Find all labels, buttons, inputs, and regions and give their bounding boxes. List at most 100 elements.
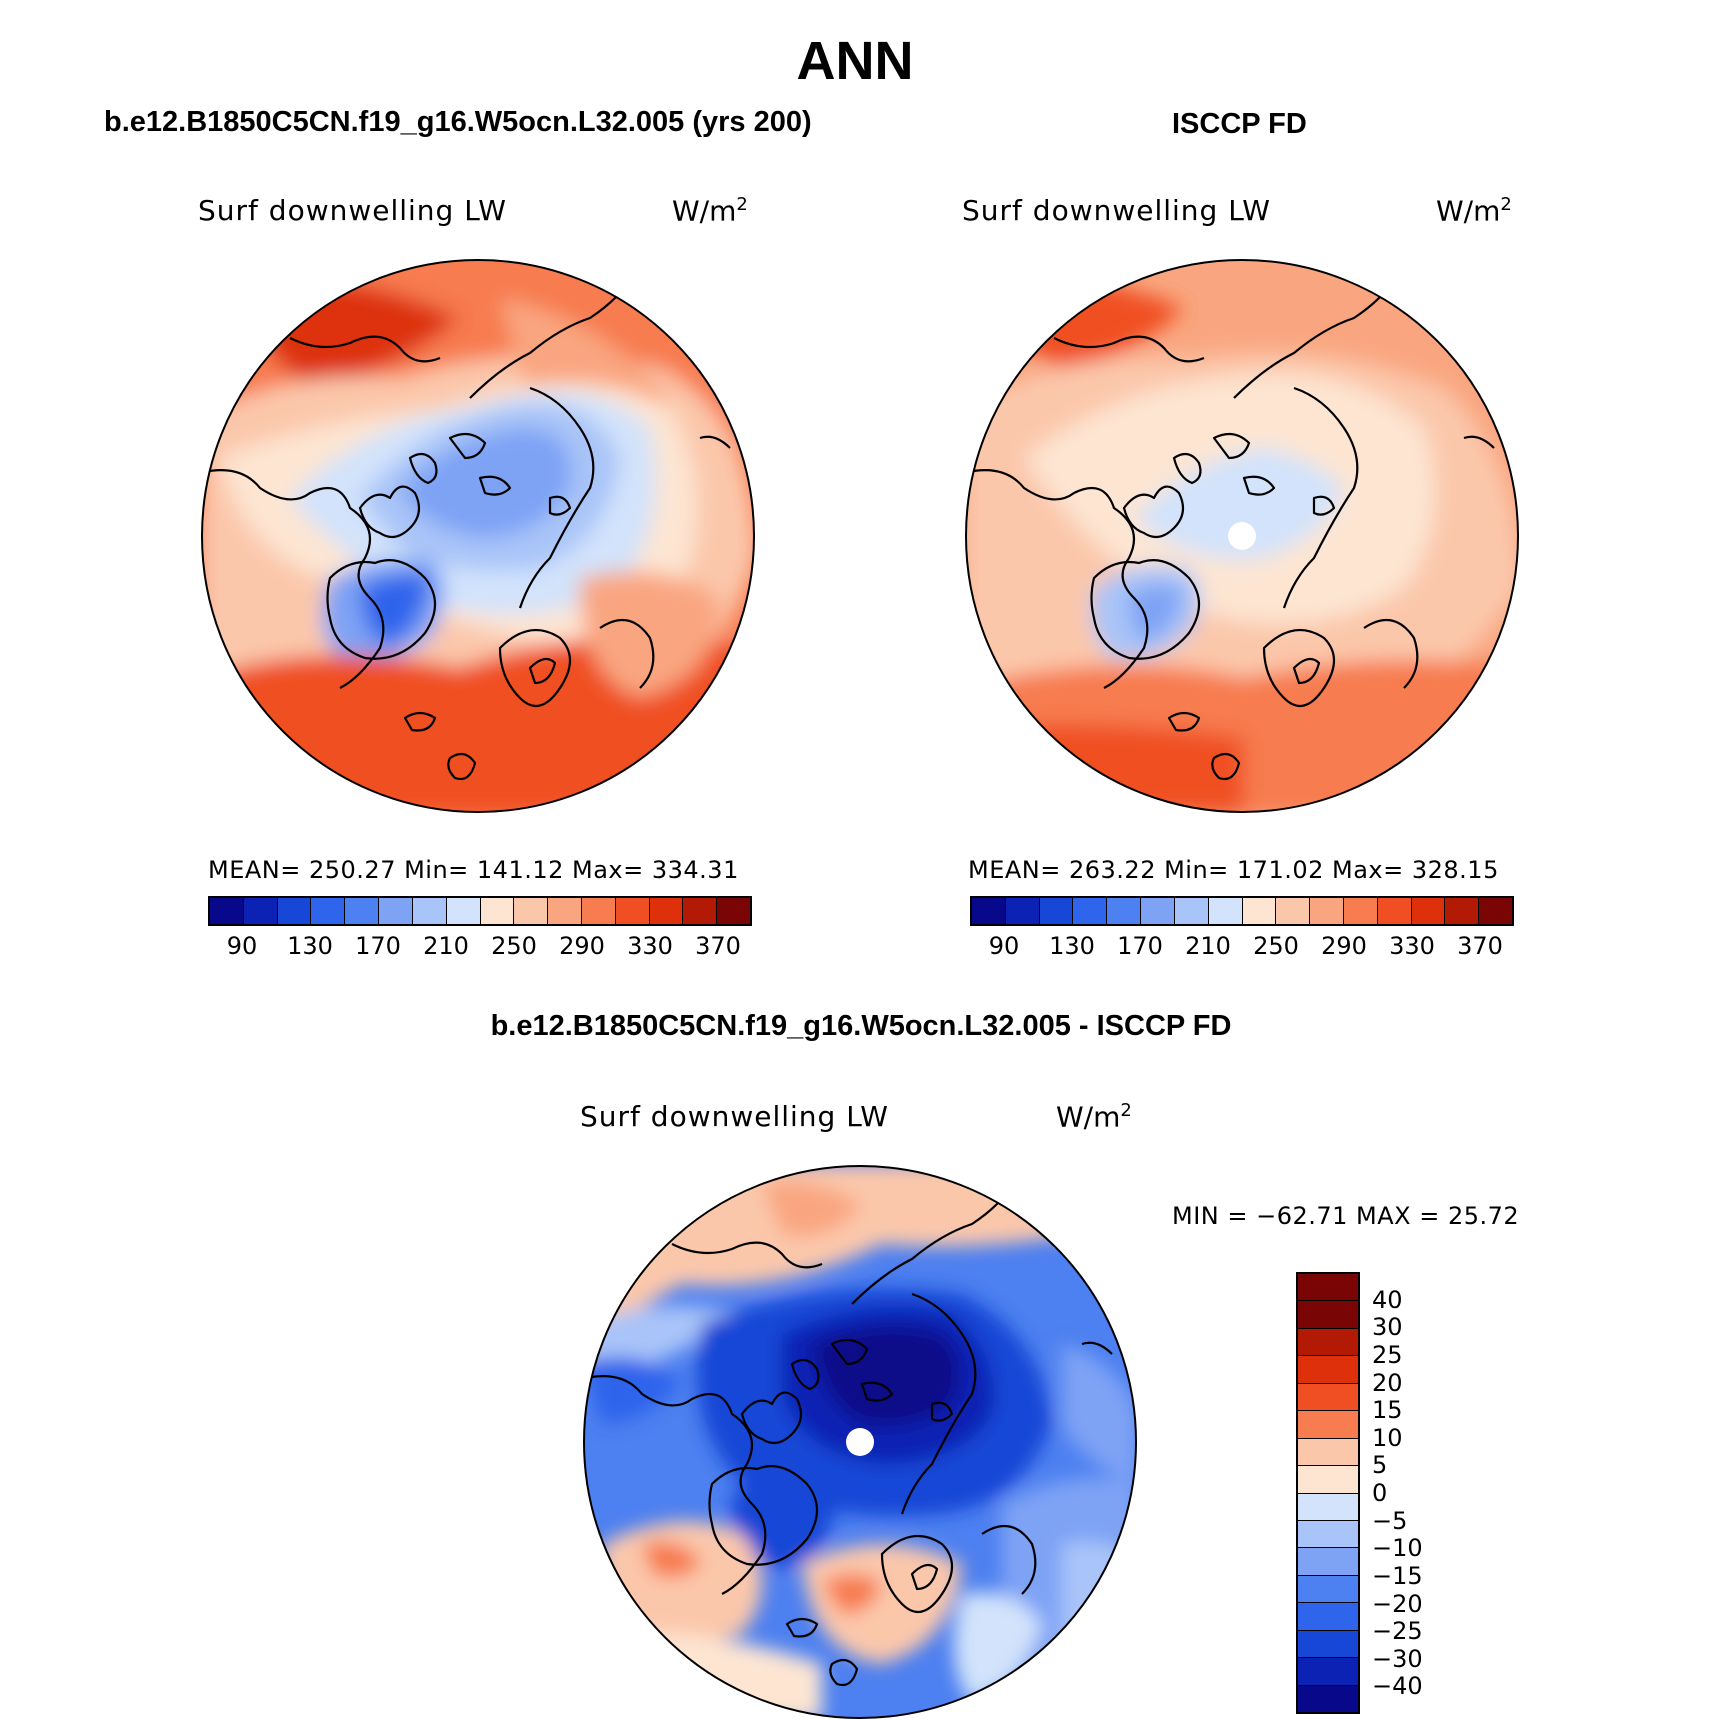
- panel-2-colorbar-swatch: [1107, 898, 1142, 924]
- panel-2-colorbar-tick-label: 370: [1457, 932, 1503, 960]
- panel-1-colorbar-swatch: [717, 898, 750, 924]
- panel-3-pole-gap: [846, 1428, 874, 1456]
- panel-1-colorbar-swatch: [548, 898, 582, 924]
- panel-3-colorbar-tick-label: 10: [1372, 1423, 1403, 1452]
- panel-1-colorbar-tick-label: 250: [491, 932, 537, 960]
- panel-3-colorbar-tick-label: 15: [1372, 1396, 1403, 1425]
- panel-1-colorbar-swatch: [345, 898, 380, 924]
- panel-1-colorbar-swatch: [311, 898, 346, 924]
- panel-2-colorbar-labels: 90 130 170 210 250 290 330 370: [970, 932, 1514, 962]
- panel-3-colorbar-tick-label: 0: [1372, 1479, 1388, 1507]
- panel-1-colorbar-swatch: [277, 898, 312, 924]
- panel-2-colorbar-tick-label: 170: [1117, 932, 1163, 960]
- page-title: ANN: [796, 31, 914, 91]
- panel-1-colorbar-labels: 90 130 170 210 250 290 330 370: [208, 932, 752, 962]
- panel-2-colorbar: [970, 896, 1514, 926]
- panel-1-colorbar-swatch: [446, 898, 481, 924]
- panel-1-colorbar-swatch: [683, 898, 718, 924]
- panel-2-colorbar-swatch: [972, 898, 1006, 924]
- panel-3-colorbar-swatch: [1298, 1383, 1358, 1412]
- panel-2-colorbar-swatch: [1411, 898, 1446, 924]
- panel-3-colorbar-swatch: [1298, 1274, 1358, 1302]
- panel-2-variable-label: Surf downwelling LW: [962, 194, 1271, 227]
- panel-2-stats: MEAN= 263.22 Min= 171.02 Max= 328.15: [968, 856, 1499, 884]
- panel-1-units: W/m2: [672, 194, 748, 228]
- panel-1-colorbar-swatch: [615, 898, 650, 924]
- panel-2-colorbar-swatch: [1343, 898, 1378, 924]
- panel-2-colorbar-tick-label: 210: [1185, 932, 1231, 960]
- panel-3-colorbar-tick-label: 20: [1372, 1368, 1403, 1397]
- panel-1-colorbar-tick-label: 290: [559, 932, 605, 960]
- panel-3-colorbar-swatch: [1298, 1685, 1358, 1712]
- panel-2-colorbar-tick-label: 250: [1253, 932, 1299, 960]
- panel-3-stats: MIN = −62.71 MAX = 25.72: [1172, 1202, 1520, 1230]
- panel-2-colorbar-tick-label: 130: [1049, 932, 1095, 960]
- panel-3-colorbar-tick-label: 5: [1372, 1451, 1388, 1480]
- panel-1-colorbar-swatch: [243, 898, 278, 924]
- panel-2-pole-gap: [1228, 522, 1256, 550]
- panel-3-colorbar-tick-label: 40: [1372, 1285, 1403, 1314]
- panel-1-colorbar-tick-label: 90: [226, 932, 258, 960]
- panel-3-units: W/m2: [1056, 1100, 1132, 1134]
- panel-2-title: ISCCP FD: [1172, 108, 1307, 140]
- panel-3-colorbar-swatch: [1298, 1575, 1358, 1604]
- panel-3-colorbar-swatch: [1298, 1548, 1358, 1576]
- panel-3-colorbar-swatch: [1298, 1438, 1358, 1467]
- panel-3-map: [583, 1165, 1137, 1719]
- panel-2-colorbar-swatch: [1276, 898, 1311, 924]
- panel-1-colorbar-swatch: [210, 898, 244, 924]
- panel-1-variable-label: Surf downwelling LW: [198, 194, 507, 227]
- panel-3-colorbar-tick-label: −20: [1372, 1589, 1423, 1618]
- panel-2-colorbar-swatch: [1377, 898, 1412, 924]
- panel-1-map: [201, 259, 755, 813]
- panel-3-colorbar-tick-label: −25: [1372, 1617, 1423, 1646]
- panel-3-colorbar-swatch: [1298, 1466, 1358, 1494]
- panel-1-colorbar-swatch: [412, 898, 447, 924]
- panel-2-colorbar-tick-label: 90: [988, 932, 1020, 960]
- panel-3-colorbar-tick-label: 25: [1372, 1340, 1403, 1369]
- panel-3-colorbar-tick-label: −15: [1372, 1561, 1423, 1590]
- panel-3-colorbar-swatch: [1298, 1301, 1358, 1329]
- panel-3-colorbar-tick-label: −30: [1372, 1644, 1423, 1673]
- panel-1-colorbar-tick-label: 370: [695, 932, 741, 960]
- panel-1-colorbar-tick-label: 170: [355, 932, 401, 960]
- panel-1-colorbar-tick-label: 210: [423, 932, 469, 960]
- panel-2-colorbar-swatch: [1005, 898, 1040, 924]
- panel-1-colorbar: [208, 896, 752, 926]
- panel-1-colorbar-swatch: [649, 898, 684, 924]
- panel-2-colorbar-swatch: [1310, 898, 1344, 924]
- panel-2-colorbar-swatch: [1242, 898, 1277, 924]
- panel-1-colorbar-swatch: [514, 898, 549, 924]
- panel-3-colorbar-tick-label: −5: [1372, 1506, 1408, 1535]
- panel-1-colorbar-tick-label: 130: [287, 932, 333, 960]
- panel-2-colorbar-swatch: [1174, 898, 1209, 924]
- panel-3-colorbar-swatch: [1298, 1520, 1358, 1549]
- panel-2-colorbar-swatch: [1208, 898, 1243, 924]
- panel-2-colorbar-swatch: [1039, 898, 1074, 924]
- panel-2-colorbar-swatch: [1141, 898, 1175, 924]
- panel-3-colorbar-swatch: [1298, 1658, 1358, 1686]
- panel-3-colorbar-tick-label: −10: [1372, 1534, 1423, 1563]
- panel-3-colorbar-labels: 40 30 25 20 15 10 5 0 −5 −10 −15 −20 −25 −30 −40: [1372, 1272, 1452, 1714]
- panel-2-colorbar-swatch: [1479, 898, 1512, 924]
- panel-2-colorbar-tick-label: 290: [1321, 932, 1367, 960]
- panel-2-map: [965, 259, 1519, 813]
- panel-2-colorbar-swatch: [1445, 898, 1480, 924]
- panel-3-colorbar: [1296, 1272, 1360, 1714]
- panel-3-title: b.e12.B1850C5CN.f19_g16.W5ocn.L32.005 - …: [490, 1010, 1232, 1042]
- panel-3-colorbar-swatch: [1298, 1603, 1358, 1631]
- panel-1-stats: MEAN= 250.27 Min= 141.12 Max= 334.31: [208, 856, 739, 884]
- panel-2-colorbar-tick-label: 330: [1389, 932, 1435, 960]
- panel-2-units: W/m2: [1436, 194, 1512, 228]
- panel-1-colorbar-tick-label: 330: [627, 932, 673, 960]
- panel-3-colorbar-swatch: [1298, 1493, 1358, 1521]
- panel-3-colorbar-swatch: [1298, 1356, 1358, 1384]
- panel-3-colorbar-swatch: [1298, 1328, 1358, 1357]
- panel-3-colorbar-tick-label: 30: [1372, 1313, 1403, 1342]
- panel-3-variable-label: Surf downwelling LW: [580, 1100, 889, 1133]
- panel-2-colorbar-swatch: [1073, 898, 1108, 924]
- panel-1-colorbar-swatch: [581, 898, 616, 924]
- panel-1-title: b.e12.B1850C5CN.f19_g16.W5ocn.L32.005 (y…: [104, 106, 812, 138]
- panel-1-colorbar-swatch: [379, 898, 413, 924]
- panel-3-colorbar-swatch: [1298, 1630, 1358, 1659]
